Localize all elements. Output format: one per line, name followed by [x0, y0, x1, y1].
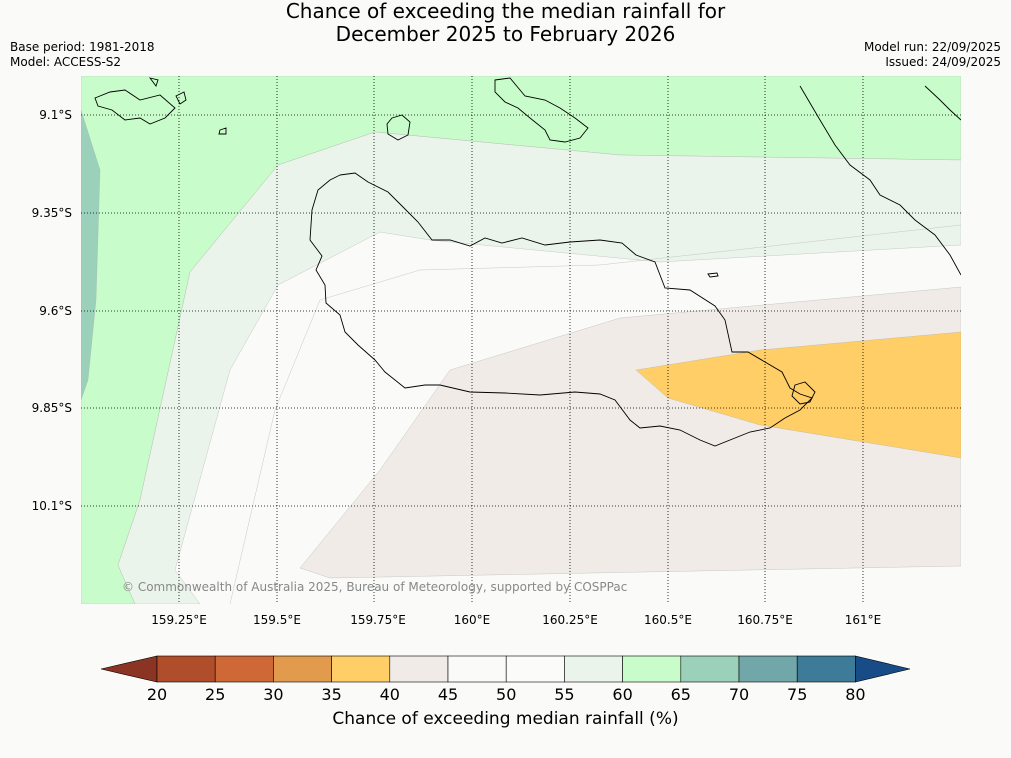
lat-label: 10.1°S	[31, 499, 72, 513]
region-55-60	[117, 131, 961, 604]
lat-label: 9.35°S	[31, 206, 72, 220]
base-period: Base period: 1981-2018	[10, 40, 155, 54]
colorbar-tick-label: 65	[670, 685, 691, 704]
colorbar-tick-label: 20	[146, 685, 168, 704]
title-line-2: December 2025 to February 2026	[335, 22, 676, 46]
colorbar-swatch	[389, 655, 449, 683]
lat-label: 9.1°S	[39, 108, 72, 122]
colorbar-tick-label: 50	[496, 685, 517, 704]
colorbar-tick-label: 45	[437, 685, 459, 704]
colorbar	[100, 655, 911, 683]
colorbar-arrow-high	[855, 655, 911, 683]
contour-line	[229, 224, 961, 604]
colorbar-tick-label: 35	[321, 685, 342, 704]
colorbar-swatch	[738, 655, 798, 683]
colorbar-tick-label: 40	[379, 685, 400, 704]
issued-date: Issued: 24/09/2025	[885, 55, 1001, 69]
colorbar-swatch	[273, 655, 332, 683]
colorbar-swatch	[622, 655, 682, 683]
colorbar-swatch	[505, 655, 565, 683]
colorbar-tick-label: 80	[845, 685, 866, 704]
colorbar-arrow-low	[100, 655, 158, 683]
lon-label: 161°E	[844, 613, 882, 627]
colorbar-tick-label: 55	[554, 685, 575, 704]
colorbar-swatch	[447, 655, 507, 683]
guadalcanal-coastline	[309, 172, 813, 447]
map-area	[81, 76, 961, 604]
colorbar-label: Chance of exceeding median rainfall (%)	[332, 709, 679, 729]
colorbar-swatch	[156, 655, 216, 683]
russell-islands	[94, 77, 227, 135]
copyright-notice: © Commonwealth of Australia 2025, Bureau…	[122, 580, 628, 594]
island-small-east	[707, 272, 719, 278]
colorbar-swatch	[796, 655, 856, 683]
colorbar-tick-label: 30	[263, 685, 284, 704]
meta-left: Base period: 1981-2018 Model: ACCESS-S2	[10, 40, 155, 70]
meta-right: Model run: 22/09/2025 Issued: 24/09/2025	[864, 40, 1001, 70]
lat-label: 9.85°S	[31, 401, 72, 415]
lon-label: 159.25°E	[151, 613, 207, 627]
model-run: Model run: 22/09/2025	[863, 40, 1001, 54]
colorbar-tick-label: 25	[205, 685, 226, 704]
lon-label: 160.75°E	[737, 613, 793, 627]
island-east-tip	[791, 381, 816, 405]
lon-label: 160.25°E	[542, 613, 598, 627]
lon-label: 160.5°E	[644, 613, 692, 627]
colorbar-tick-label: 70	[728, 685, 750, 704]
title-line-1: Chance of exceeding the median rainfall …	[285, 0, 726, 23]
lat-label: 9.6°S	[39, 304, 72, 318]
map-title: Chance of exceeding the median rainfall …	[0, 0, 1011, 46]
florida-islands	[494, 77, 589, 143]
colorbar-swatch	[214, 655, 274, 683]
colorbar-swatch	[331, 655, 391, 683]
colorbar-tick-label: 60	[612, 685, 633, 704]
colorbar-tick-label: 75	[787, 685, 808, 704]
lon-label: 160°E	[453, 613, 491, 627]
region-65-70	[81, 109, 101, 401]
gridlines	[81, 76, 961, 604]
island-savo	[386, 114, 411, 141]
colorbar-swatch	[680, 655, 740, 683]
model-name: Model: ACCESS-S2	[10, 55, 122, 69]
lon-label: 159.75°E	[350, 613, 406, 627]
malaita-coastline	[799, 85, 961, 276]
lon-label: 159.5°E	[253, 613, 301, 627]
colorbar-swatch	[564, 655, 623, 683]
